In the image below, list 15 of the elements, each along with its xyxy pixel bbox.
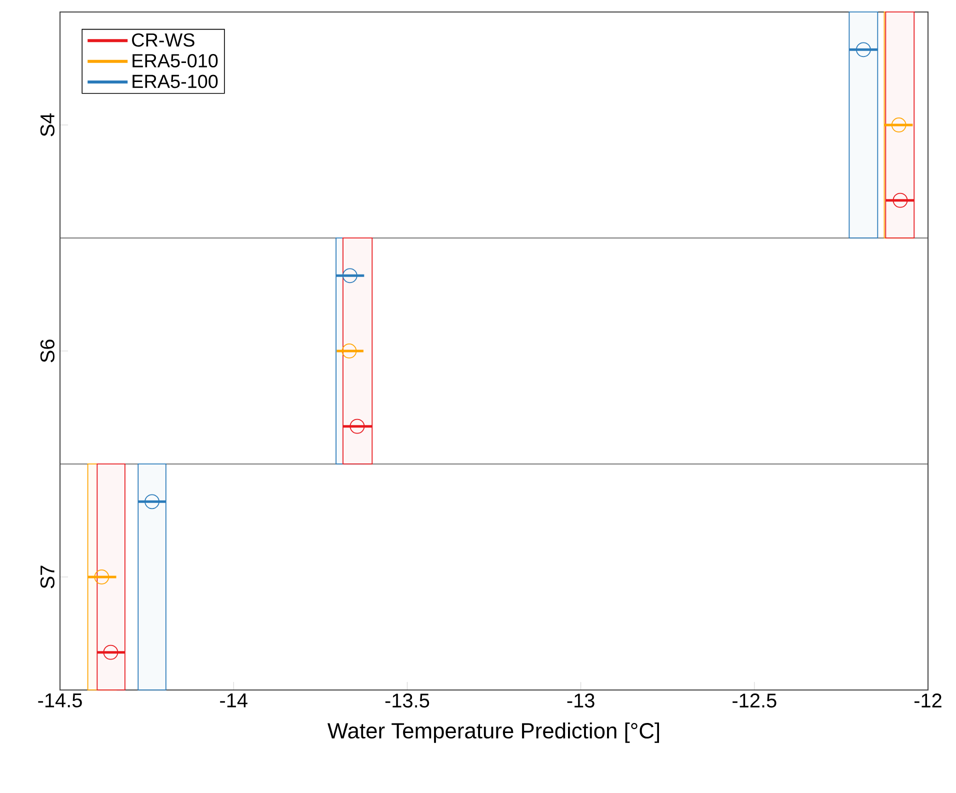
x-tick-label: -13 bbox=[567, 694, 594, 708]
x-tick-label: -12.5 bbox=[732, 694, 776, 708]
x-tick-label: -13.5 bbox=[385, 694, 430, 708]
x-tick-label: -12 bbox=[914, 694, 942, 708]
x-axis-title: Water Temperature Prediction [°C] bbox=[328, 722, 659, 743]
y-tick-label: S4 bbox=[40, 113, 54, 136]
y-tick-label: S7 bbox=[40, 566, 54, 588]
bar bbox=[138, 464, 166, 690]
legend-label: CR-WS bbox=[132, 33, 194, 47]
legend-label: ERA5-100 bbox=[132, 74, 218, 88]
x-tick-label: -14 bbox=[220, 694, 248, 708]
x-tick-label: -14.5 bbox=[38, 694, 82, 708]
bar bbox=[848, 12, 878, 238]
y-tick-label: S6 bbox=[40, 340, 54, 362]
legend-label: ERA5-010 bbox=[132, 54, 218, 68]
